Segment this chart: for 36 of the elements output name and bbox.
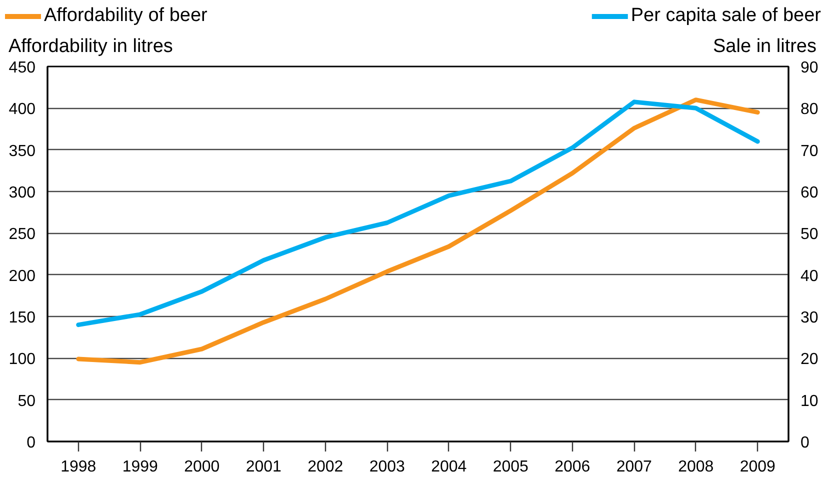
y2-tick-label: 10 [800, 392, 818, 410]
y-tick-label: 300 [8, 184, 36, 202]
y-axis-title: Affordability in litres [8, 36, 173, 57]
y-tick-label: 400 [8, 101, 36, 118]
y2-axis-title: Sale in litres [713, 36, 817, 57]
y-tick-label: 350 [8, 142, 36, 160]
y2-tick-label: 40 [800, 268, 818, 285]
y-tick-label: 250 [8, 226, 36, 244]
legend-label: Affordability of beer [44, 5, 208, 27]
y-tick-label: 450 [8, 60, 36, 76]
y-tick-label: 50 [18, 392, 36, 410]
y2-tick-label: 50 [800, 226, 818, 244]
y-tick-label: 200 [8, 268, 36, 285]
x-tick-label: 2005 [492, 458, 529, 476]
y-tick-label: 0 [26, 434, 36, 452]
y2-tick-label: 70 [800, 142, 818, 160]
x-tick-label: 1998 [60, 458, 96, 476]
x-tick-label: 2008 [678, 458, 714, 476]
x-tick-label: 2004 [431, 458, 467, 476]
x-tick-label: 2000 [184, 458, 220, 476]
legend-label: Per capita sale of beer [630, 5, 821, 27]
y2-tick-label: 80 [800, 101, 818, 118]
x-tick-label: 2007 [616, 458, 652, 476]
y2-tick-label: 30 [800, 310, 818, 326]
y2-tick-label: 20 [800, 351, 818, 368]
x-tick-label: 2009 [740, 458, 776, 476]
y-tick-label: 100 [8, 351, 36, 368]
x-tick-label: 1999 [122, 458, 158, 476]
y2-tick-label: 60 [800, 184, 818, 202]
y-tick-label: 150 [8, 310, 36, 326]
x-tick-label: 2001 [246, 458, 282, 476]
x-tick-label: 2006 [554, 458, 590, 476]
y2-tick-label: 90 [800, 60, 818, 76]
x-tick-label: 2003 [369, 458, 406, 476]
x-tick-label: 2002 [308, 458, 344, 476]
y2-tick-label: 0 [800, 434, 810, 452]
